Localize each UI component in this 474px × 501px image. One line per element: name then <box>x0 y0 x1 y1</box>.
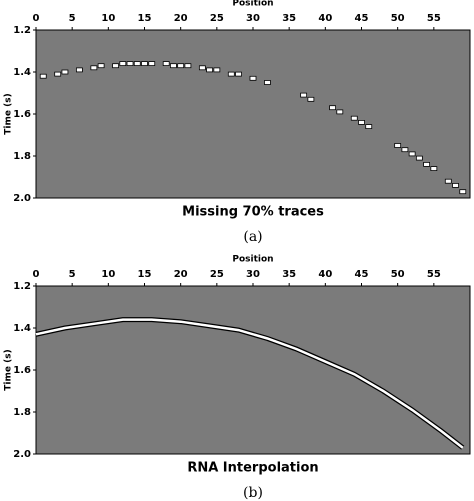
trace-event <box>76 67 83 73</box>
trace-event <box>459 189 467 195</box>
panel-label: (b) <box>243 485 263 501</box>
trace-event <box>54 71 62 77</box>
x-tick-label: 50 <box>391 13 405 24</box>
trace-event <box>90 65 98 71</box>
x-axis-title: Position <box>232 0 273 9</box>
trace-event <box>119 61 127 66</box>
x-tick-label: 40 <box>318 13 332 24</box>
trace-event <box>350 115 358 121</box>
trace-event <box>39 73 47 79</box>
x-tick-label: 25 <box>210 269 224 280</box>
x-tick-label: 5 <box>69 13 76 24</box>
trace-event <box>430 166 438 172</box>
trace-event <box>213 67 221 73</box>
trace-event <box>184 63 192 69</box>
trace-event <box>300 92 308 98</box>
trace-event <box>126 61 134 66</box>
trace-event <box>170 63 177 69</box>
trace-event <box>336 109 344 115</box>
x-tick-label: 15 <box>138 269 152 280</box>
event-line <box>35 318 464 449</box>
caption: Missing 70% traces <box>182 205 324 220</box>
trace-event <box>365 124 373 129</box>
y-tick-label: 1.4 <box>13 67 31 78</box>
panel: Position Time (s) 0 5 10 15 20 25 30 35 40 45 50 55 1.… <box>4 255 471 501</box>
x-tick-label: 0 <box>33 269 40 280</box>
y-tick-label: 1.2 <box>13 281 31 292</box>
x-tick-label: 0 <box>33 13 40 24</box>
trace-event <box>97 63 105 69</box>
trace-event <box>177 63 185 69</box>
trace-event <box>394 143 402 148</box>
caption: RNA Interpolation <box>187 461 318 476</box>
trace-event <box>249 75 257 81</box>
x-tick-label: 45 <box>355 13 369 24</box>
plot-area <box>35 29 471 199</box>
y-tick-label: 1.6 <box>13 365 31 376</box>
trace-event <box>401 147 409 153</box>
x-tick-label: 50 <box>391 269 405 280</box>
trace-event <box>206 67 214 73</box>
y-tick-label: 2.0 <box>13 449 31 460</box>
x-tick-label: 20 <box>174 13 188 24</box>
y-tick-label: 2.0 <box>13 193 31 204</box>
plot-area <box>35 285 471 455</box>
panel-label: (a) <box>243 229 262 245</box>
y-tick-label: 1.8 <box>13 151 31 162</box>
trace-event <box>452 182 459 188</box>
x-tick-label: 25 <box>210 13 224 24</box>
trace-event <box>162 61 170 66</box>
y-axis-title: Time (s) <box>4 349 14 390</box>
x-tick-label: 55 <box>427 269 441 280</box>
y-tick-label: 1.4 <box>13 323 31 334</box>
trace-event <box>198 65 206 71</box>
x-tick-label: 30 <box>246 269 260 280</box>
trace-event <box>141 61 148 66</box>
panel: Position Time (s) 0 5 10 15 20 25 30 35 40 45 50 55 1.… <box>4 0 471 245</box>
trace-event <box>61 69 69 75</box>
trace-event <box>307 96 315 102</box>
trace-event <box>227 71 235 77</box>
y-tick-label: 1.8 <box>13 407 31 418</box>
trace-event <box>235 71 242 77</box>
x-tick-label: 5 <box>69 269 76 280</box>
x-tick-label: 30 <box>246 13 260 24</box>
trace-event <box>148 61 156 66</box>
x-tick-label: 20 <box>174 269 188 280</box>
x-tick-label: 10 <box>101 13 115 24</box>
x-tick-label: 55 <box>427 13 441 24</box>
trace-event <box>264 80 271 85</box>
trace-event <box>358 120 365 125</box>
x-tick-label: 35 <box>282 269 296 280</box>
y-axis-title: Time (s) <box>4 93 14 134</box>
x-tick-label: 35 <box>282 13 296 24</box>
x-tick-label: 45 <box>355 269 369 280</box>
x-axis-title: Position <box>232 255 273 265</box>
trace-event <box>112 63 119 69</box>
trace-event <box>329 105 336 111</box>
trace-event <box>444 178 452 184</box>
trace-event <box>415 155 423 161</box>
y-tick-label: 1.2 <box>13 25 31 36</box>
y-tick-label: 1.6 <box>13 109 31 120</box>
x-tick-label: 15 <box>138 13 152 24</box>
x-tick-label: 10 <box>101 269 115 280</box>
trace-event <box>423 161 431 167</box>
trace-event <box>133 61 141 66</box>
x-tick-label: 40 <box>318 269 332 280</box>
trace-event <box>408 151 416 157</box>
